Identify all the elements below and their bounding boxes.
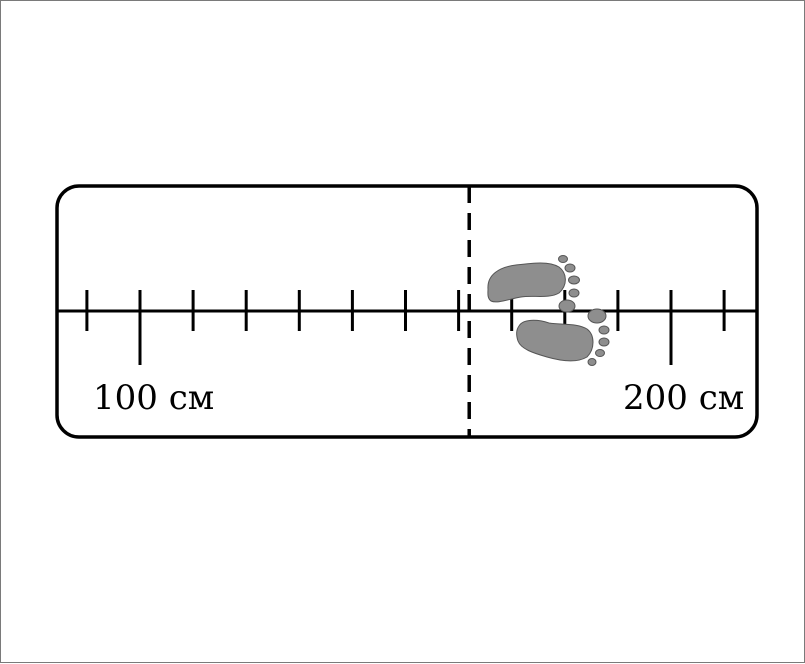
left-scale-label: 100 см [93, 378, 214, 418]
upper-footprint-icon [487, 255, 580, 313]
scale-ticks [85, 290, 726, 365]
right-scale-label: 200 см [623, 378, 744, 418]
lower-footprint-icon [516, 308, 610, 366]
footprints [487, 255, 610, 366]
